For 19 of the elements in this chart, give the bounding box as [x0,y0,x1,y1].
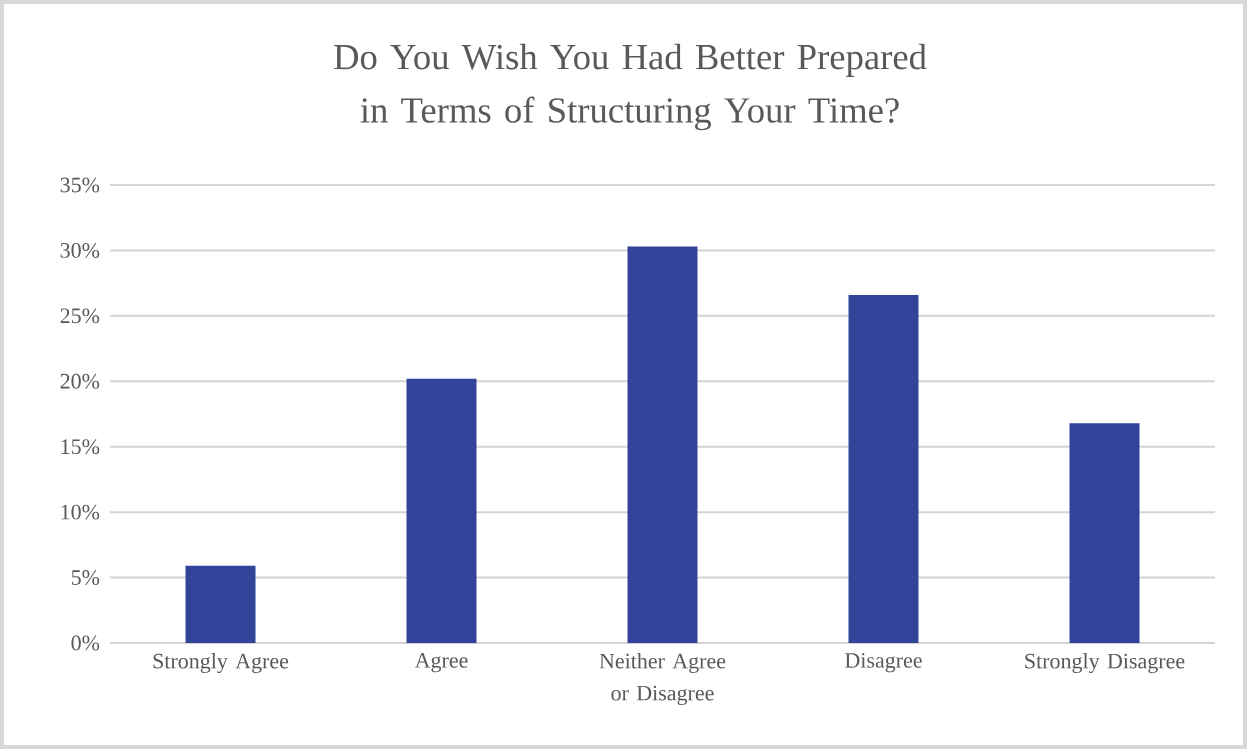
x-tick-label: Strongly Disagree [1025,653,1185,674]
bar [406,378,477,643]
x-tick-label: Disagree [845,653,922,673]
y-tick-label: 15% [61,439,100,455]
y-tick-label: 10% [61,504,100,520]
x-tick-label: Neither Agree or Disagree [599,653,726,706]
y-tick-label: 30% [60,242,100,258]
x-tick-label: Agree [414,653,468,673]
x-tick-label: Strongly Agree [153,653,289,674]
chart-title: Do You Wish You Had Better Prepared in Terms of Structuring Your Time? [334,43,927,131]
bar [627,246,698,643]
bar [185,565,256,643]
y-tick-label: 0% [71,635,100,651]
bar [848,294,919,643]
bar [1069,423,1140,643]
y-tick-label: 25% [60,308,100,324]
y-tick-label: 5% [71,570,100,586]
y-tick-label: 20% [60,373,100,389]
y-tick-label: 35% [60,177,100,193]
